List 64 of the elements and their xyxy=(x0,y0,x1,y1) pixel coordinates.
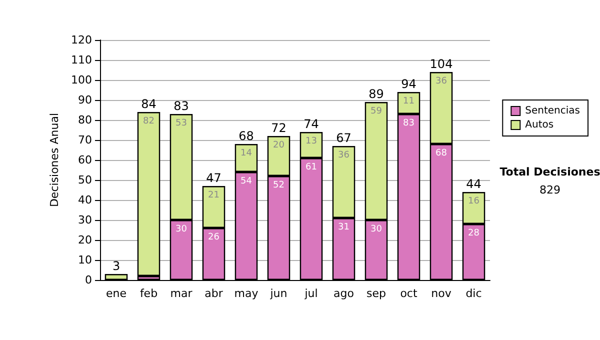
data-label: 59 xyxy=(370,106,382,116)
total-label: 104 xyxy=(430,57,453,71)
data-label: 36 xyxy=(338,150,350,160)
x-tick-label: sep xyxy=(366,287,386,300)
data-label: 11 xyxy=(403,96,414,106)
data-label: 31 xyxy=(338,222,350,232)
data-label: 13 xyxy=(306,136,317,146)
data-label: 30 xyxy=(176,224,188,234)
data-label: 68 xyxy=(436,148,448,158)
x-tick-label: nov xyxy=(431,287,452,300)
y-tick-label: 70 xyxy=(78,134,92,146)
data-label: 36 xyxy=(436,76,448,86)
data-label: 52 xyxy=(273,180,284,190)
total-label: 84 xyxy=(141,97,156,111)
data-label: 30 xyxy=(370,224,382,234)
total-label: 83 xyxy=(174,99,189,113)
x-tick-label: jun xyxy=(269,287,288,300)
y-tick-label: 30 xyxy=(78,214,92,226)
data-label: 20 xyxy=(273,140,285,150)
legend-label: Sentencias xyxy=(525,106,580,116)
total-label: 68 xyxy=(238,129,254,143)
legend-label: Autos xyxy=(525,120,554,130)
total-label: 72 xyxy=(271,121,286,135)
data-label: 83 xyxy=(403,118,414,128)
total-label: 67 xyxy=(336,131,352,145)
total-label: 44 xyxy=(466,177,482,191)
data-label: 54 xyxy=(240,176,252,186)
total-label: 89 xyxy=(368,87,384,101)
y-tick-label: 0 xyxy=(85,274,92,286)
x-tick-label: jul xyxy=(304,287,318,300)
y-tick-label: 100 xyxy=(71,74,92,86)
data-label: 21 xyxy=(208,190,220,200)
x-tick-label: may xyxy=(234,287,259,300)
x-tick-label: ene xyxy=(106,287,127,300)
total-label: 47 xyxy=(206,171,222,185)
data-label: 28 xyxy=(468,228,480,238)
bar xyxy=(137,112,160,276)
y-tick-label: 120 xyxy=(71,34,92,46)
total-label: 3 xyxy=(112,259,120,273)
text: 829 xyxy=(540,184,560,196)
y-tick-label: 110 xyxy=(71,54,92,66)
y-tick-label: 40 xyxy=(78,194,92,206)
text: Total Decisiones xyxy=(500,166,600,178)
y-tick-label: 80 xyxy=(78,114,92,126)
x-tick-label: mar xyxy=(170,287,193,300)
y-tick-label: 10 xyxy=(78,254,92,266)
data-label: 16 xyxy=(468,196,480,206)
data-label: 82 xyxy=(143,116,154,126)
y-axis-title: Decisiones Anual xyxy=(48,112,61,208)
data-label: 26 xyxy=(208,232,220,242)
x-tick-label: dic xyxy=(466,287,482,300)
y-tick-label: 50 xyxy=(78,174,92,186)
y-tick-label: 20 xyxy=(78,234,92,246)
x-tick-label: ago xyxy=(334,287,354,300)
x-tick-label: feb xyxy=(140,287,158,300)
y-tick-label: 90 xyxy=(78,94,92,106)
data-label: 61 xyxy=(306,162,317,172)
y-tick-label: 60 xyxy=(78,154,92,166)
x-tick-label: oct xyxy=(400,287,418,300)
x-tick-label: abr xyxy=(204,287,224,300)
data-label: 14 xyxy=(240,148,252,158)
total-label: 94 xyxy=(401,77,416,91)
data-label: 53 xyxy=(176,118,187,128)
total-label: 74 xyxy=(304,117,319,131)
